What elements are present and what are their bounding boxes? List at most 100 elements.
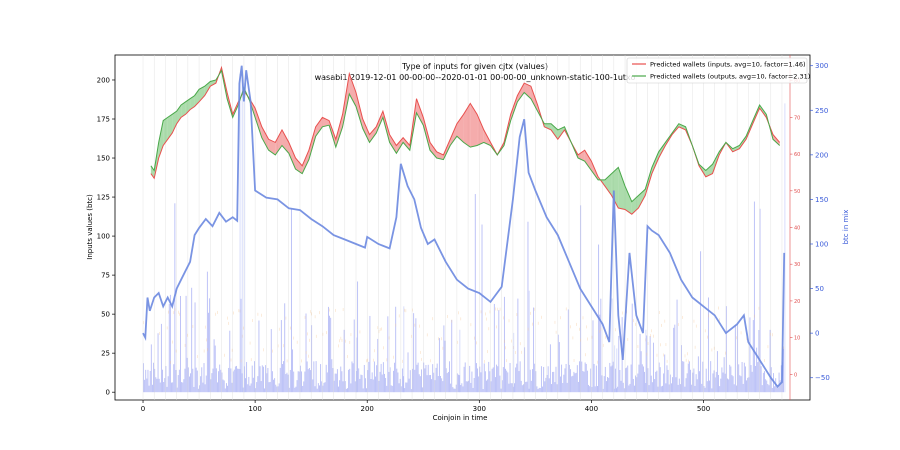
volume-bar-accent: [554, 320, 556, 324]
volume-bar-accent: [283, 344, 284, 348]
volume-bar-accent: [278, 327, 280, 331]
volume-bar-accent: [685, 358, 687, 362]
volume-bar-accent: [290, 326, 291, 330]
volume-bar: [437, 376, 439, 393]
volume-bar-accent: [480, 310, 482, 314]
volume-bar-accent: [666, 359, 668, 363]
volume-bar: [509, 362, 511, 393]
volume-bar: [210, 379, 212, 393]
volume-bar: [649, 336, 651, 393]
volume-bar: [364, 378, 366, 393]
y2-axis: −50 0 50 100 150 200 250 300: [810, 62, 830, 382]
volume-bar-accent: [458, 311, 459, 315]
volume-bar: [213, 339, 215, 393]
volume-bar-accent: [263, 348, 264, 352]
volume-bar: [619, 370, 621, 393]
volume-bar: [148, 385, 150, 393]
volume-bar-accent: [758, 306, 760, 310]
volume-bar: [524, 347, 526, 393]
volume-bar: [613, 388, 615, 393]
volume-bar: [288, 387, 290, 393]
volume-spike: [459, 329, 461, 393]
volume-bar: [748, 377, 750, 393]
volume-bar: [317, 383, 319, 393]
volume-bar: [713, 370, 715, 393]
y3-tick-label: 70: [794, 115, 800, 121]
volume-bar: [425, 365, 427, 393]
volume-bar: [753, 201, 755, 393]
volume-bar: [424, 368, 426, 393]
volume-bar: [692, 372, 694, 393]
volume-bar: [154, 368, 156, 393]
fill-inputs-above: [315, 117, 323, 137]
volume-bar: [180, 295, 181, 393]
volume-bar: [560, 376, 561, 393]
volume-bar: [290, 208, 292, 393]
volume-spike: [241, 79, 243, 393]
volume-bar: [694, 385, 696, 393]
volume-bar-accent: [695, 324, 697, 328]
volume-bar: [471, 371, 473, 393]
volume-bar: [724, 373, 726, 393]
volume-bar: [683, 361, 685, 393]
volume-bar: [667, 369, 669, 393]
volume-bar: [261, 365, 263, 393]
volume-bar: [601, 375, 603, 393]
volume-bar: [205, 375, 207, 393]
volume-bar: [236, 365, 237, 393]
volume-bar: [608, 377, 610, 393]
volume-bar: [380, 363, 382, 393]
volume-bar-accent: [658, 311, 660, 315]
volume-bar: [495, 377, 496, 393]
volume-bar: [313, 361, 315, 393]
y-tick-label: 125: [97, 194, 110, 202]
volume-bar: [225, 383, 227, 393]
volume-bar-accent: [516, 313, 518, 317]
volume-bar: [360, 374, 362, 393]
volume-bar-accent: [322, 332, 324, 336]
x-tick-label: 100: [248, 405, 261, 413]
volume-bar: [639, 333, 641, 393]
volume-bar: [233, 369, 235, 393]
volume-bar: [310, 370, 311, 393]
volume-bar: [618, 335, 620, 393]
volume-spike: [403, 306, 405, 393]
volume-bar: [544, 381, 546, 393]
fill-inputs-above: [282, 129, 289, 154]
volume-spike: [645, 329, 647, 393]
volume-bar: [518, 371, 520, 393]
volume-bar: [258, 320, 260, 393]
volume-bar: [538, 387, 540, 393]
volume-bar: [306, 361, 308, 393]
volume-bar-accent: [179, 312, 180, 316]
volume-bar: [243, 366, 245, 393]
volume-bar: [597, 386, 598, 393]
volume-bar-accent: [627, 337, 629, 341]
volume-bar: [297, 371, 299, 393]
volume-bar-accent: [143, 321, 144, 325]
volume-bar: [320, 364, 322, 393]
volume-bar-accent: [511, 339, 512, 343]
volume-bar: [362, 388, 364, 393]
fill-outputs-above: [172, 111, 177, 134]
volume-bar: [445, 368, 447, 393]
y3-tick-label: 30: [794, 262, 800, 268]
volume-bar-accent: [233, 311, 234, 315]
volume-bar: [451, 319, 453, 393]
volume-bar: [426, 375, 428, 393]
volume-bar-accent: [527, 327, 529, 331]
volume-bar: [676, 299, 678, 393]
volume-bar: [558, 342, 560, 393]
volume-bar-accent: [645, 338, 647, 342]
volume-bar: [163, 382, 165, 393]
volume-bar: [521, 385, 523, 393]
volume-bar: [176, 387, 178, 393]
volume-bar-accent: [684, 354, 686, 358]
volume-bar: [702, 361, 704, 393]
volume-bar: [308, 368, 310, 393]
volume-bar: [224, 388, 226, 393]
volume-bar: [228, 367, 230, 393]
volume-bar: [401, 368, 403, 393]
volume-bar: [759, 208, 761, 393]
volume-bar-accent: [451, 319, 453, 323]
